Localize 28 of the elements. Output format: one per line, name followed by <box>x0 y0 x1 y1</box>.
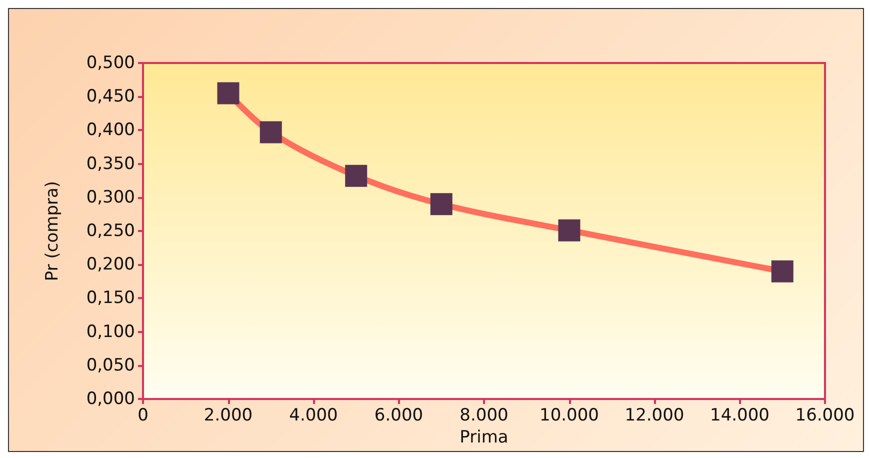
point <box>217 82 240 104</box>
y-tick-label: 0,400 <box>86 120 135 140</box>
x-tick-label: 4.000 <box>289 406 338 426</box>
y-tick-label: 0,250 <box>86 221 135 241</box>
y-tick-label: 0,450 <box>86 86 135 107</box>
y-axis-title: Pr (compra) <box>42 180 62 282</box>
point <box>345 164 368 187</box>
point <box>430 193 452 216</box>
x-tick-label: 16.000 <box>795 406 855 426</box>
point <box>260 121 282 144</box>
x-axis-title: Prima <box>460 428 508 448</box>
y-tick-label: 0,350 <box>86 154 135 174</box>
y-tick-label: 0,500 <box>86 53 135 73</box>
x-tick-label: 12.000 <box>624 406 684 426</box>
x-tick-label: 2.000 <box>204 406 253 426</box>
point <box>771 260 794 282</box>
x-tick-label: 10.000 <box>540 406 599 426</box>
y-tick-label: 0,100 <box>86 322 135 342</box>
y-tick-label: 0,300 <box>86 187 135 208</box>
y-tick-label: 0,200 <box>86 254 135 275</box>
x-tick-label: 6.000 <box>374 406 424 426</box>
y-tick-label: 0,000 <box>86 389 135 409</box>
point <box>558 219 580 242</box>
x-tick-label: 0 <box>138 406 148 426</box>
y-tick-label: 0,150 <box>86 288 135 308</box>
x-tick-label: 14.000 <box>710 406 770 426</box>
y-tick-label: 0,050 <box>86 355 135 376</box>
x-tick-label: 8.000 <box>460 406 508 426</box>
